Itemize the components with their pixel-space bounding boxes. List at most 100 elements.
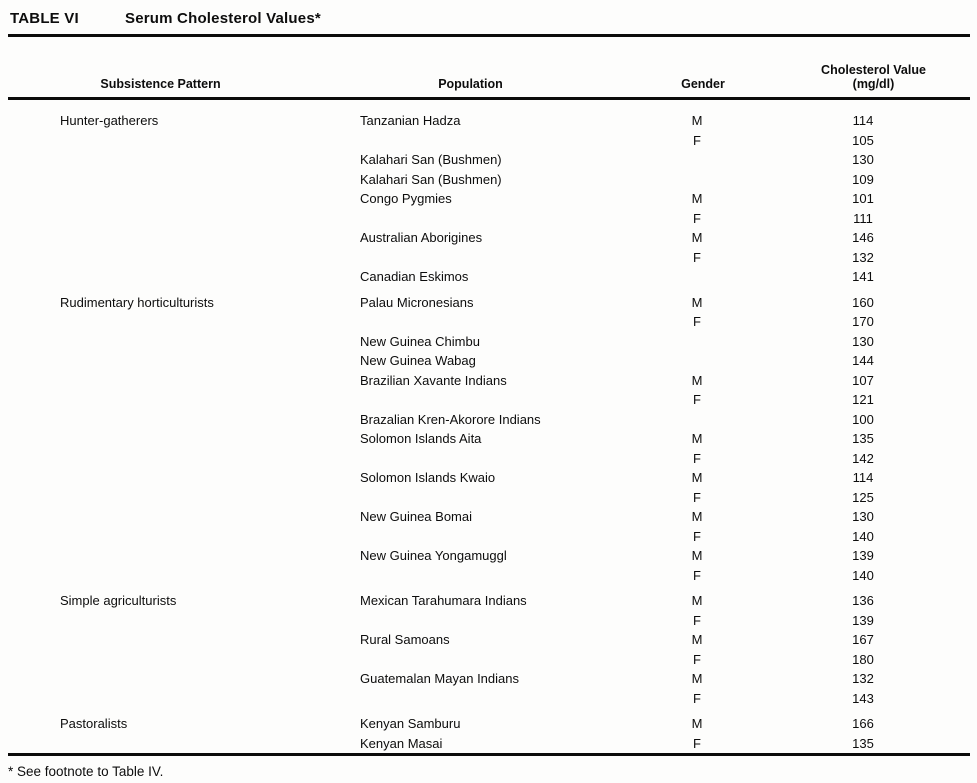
cell-population: Congo Pygmies — [360, 191, 452, 206]
cell-cholesterol-value: 139 — [852, 612, 874, 628]
column-header-cholesterol-value: Cholesterol Value (mg/dl) — [778, 63, 969, 91]
table-row: Congo Pygmies M 101 — [0, 189, 977, 209]
cell-gender: F — [693, 612, 701, 628]
cell-subsistence-pattern — [8, 131, 360, 151]
table-row: New Guinea Yongamuggl M 139 — [0, 546, 977, 566]
table-caption: TABLE VI Serum Cholesterol Values* — [0, 10, 977, 27]
cell-gender: M — [691, 230, 703, 245]
cell-subsistence-pattern — [8, 507, 360, 527]
cell-gender: F — [693, 735, 701, 751]
table-row: F 142 — [0, 449, 977, 469]
table-row: Kenyan Masai F 135 — [0, 734, 977, 754]
cell-subsistence-pattern — [8, 390, 360, 410]
cell-population: New Guinea Yongamuggl — [360, 548, 507, 563]
cell-subsistence-pattern — [8, 248, 360, 268]
table-row: F 111 — [0, 209, 977, 229]
cell-population: Solomon Islands Aita — [360, 431, 482, 446]
cell-subsistence-pattern — [8, 527, 360, 547]
cell-population — [360, 209, 637, 229]
cell-gender: M — [691, 372, 703, 388]
cell-gender: M — [691, 431, 703, 446]
column-header-gender: Gender — [681, 77, 725, 91]
cell-population: New Guinea Bomai — [360, 509, 472, 524]
cell-gender: M — [691, 113, 703, 128]
cell-subsistence-pattern — [8, 332, 360, 352]
table-row: Solomon Islands Aita M 135 — [0, 429, 977, 449]
cell-subsistence-pattern — [8, 189, 360, 209]
divider-header — [8, 97, 970, 100]
cell-population: Guatemalan Mayan Indians — [360, 671, 519, 686]
cell-population — [360, 390, 637, 410]
cell-cholesterol-value: 111 — [853, 210, 873, 226]
cell-population: Kenyan Masai — [360, 735, 443, 751]
cell-subsistence-pattern — [8, 351, 360, 371]
table-row: Brazalian Kren-Akorore Indians 100 — [0, 410, 977, 430]
table-row: Kalahari San (Bushmen) 130 — [0, 150, 977, 170]
cell-subsistence-pattern — [8, 371, 360, 391]
table-row: New Guinea Bomai M 130 — [0, 507, 977, 527]
cell-cholesterol-value: 135 — [852, 431, 874, 446]
cell-subsistence-pattern — [8, 488, 360, 508]
cell-gender: F — [693, 210, 701, 226]
cell-gender — [637, 351, 757, 371]
cell-cholesterol-value: 130 — [852, 152, 874, 167]
cell-gender — [637, 150, 757, 170]
table-row: Australian Aborigines M 146 — [0, 228, 977, 248]
cell-population: Solomon Islands Kwaio — [360, 470, 496, 485]
cell-cholesterol-value: 142 — [852, 450, 874, 466]
cell-population — [360, 248, 637, 268]
table-row: F 139 — [0, 611, 977, 631]
cell-cholesterol-value: 105 — [852, 132, 874, 148]
cell-gender — [637, 267, 757, 287]
table-row: Hunter-gatherers Tanzanian Hadza M 114 — [0, 111, 977, 131]
table-row: New Guinea Wabag 144 — [0, 351, 977, 371]
cell-cholesterol-value: 180 — [852, 651, 874, 667]
cell-cholesterol-value: 130 — [852, 509, 874, 524]
table-row: Brazilian Xavante Indians M 107 — [0, 371, 977, 391]
cell-subsistence-pattern — [8, 669, 360, 689]
cell-subsistence-pattern — [8, 170, 360, 190]
cell-subsistence-pattern: Rudimentary horticulturists — [60, 294, 214, 310]
cell-cholesterol-value: 132 — [852, 671, 874, 686]
table-row: F 125 — [0, 488, 977, 508]
cell-cholesterol-value: 139 — [852, 548, 874, 563]
cell-gender: F — [693, 249, 701, 265]
table-body: Hunter-gatherers Tanzanian Hadza M 114 F 105 K… — [0, 111, 977, 753]
table-row: F 140 — [0, 566, 977, 586]
table-row: F 121 — [0, 390, 977, 410]
cell-cholesterol-value: 114 — [852, 113, 874, 128]
cell-cholesterol-value: 121 — [852, 392, 874, 407]
cell-cholesterol-value: 140 — [852, 567, 874, 583]
cell-gender: F — [693, 314, 701, 329]
cell-gender: F — [693, 392, 701, 407]
table-row: F 180 — [0, 650, 977, 670]
cell-gender: F — [693, 528, 701, 544]
table-footnote: * See footnote to Table IV. — [8, 764, 164, 779]
cell-population — [360, 449, 637, 469]
cell-subsistence-pattern — [8, 312, 360, 332]
cell-gender: F — [693, 132, 701, 148]
cell-population: Brazilian Xavante Indians — [360, 372, 507, 388]
cell-population — [360, 527, 637, 547]
table-header: Subsistence Pattern Population Gender Ch… — [0, 53, 977, 97]
cell-gender: F — [693, 489, 701, 505]
divider-top — [8, 34, 970, 37]
cell-gender: F — [693, 651, 701, 667]
cell-subsistence-pattern — [8, 546, 360, 566]
cell-population — [360, 566, 637, 586]
cell-population — [360, 488, 637, 508]
table-row: Rudimentary horticulturists Palau Microne… — [0, 293, 977, 313]
cell-cholesterol-value: 143 — [852, 690, 874, 706]
table-row: F 143 — [0, 689, 977, 709]
table-row: F 170 — [0, 312, 977, 332]
cell-subsistence-pattern: Pastoralists — [60, 716, 128, 731]
cell-subsistence-pattern — [8, 429, 360, 449]
table-row: Rural Samoans M 167 — [0, 630, 977, 650]
cell-cholesterol-value: 167 — [852, 632, 874, 647]
cell-subsistence-pattern — [8, 410, 360, 430]
cell-population: Palau Micronesians — [360, 294, 474, 310]
cell-gender: M — [691, 671, 703, 686]
cell-cholesterol-value: 114 — [852, 470, 874, 485]
cell-cholesterol-value: 132 — [852, 249, 874, 265]
